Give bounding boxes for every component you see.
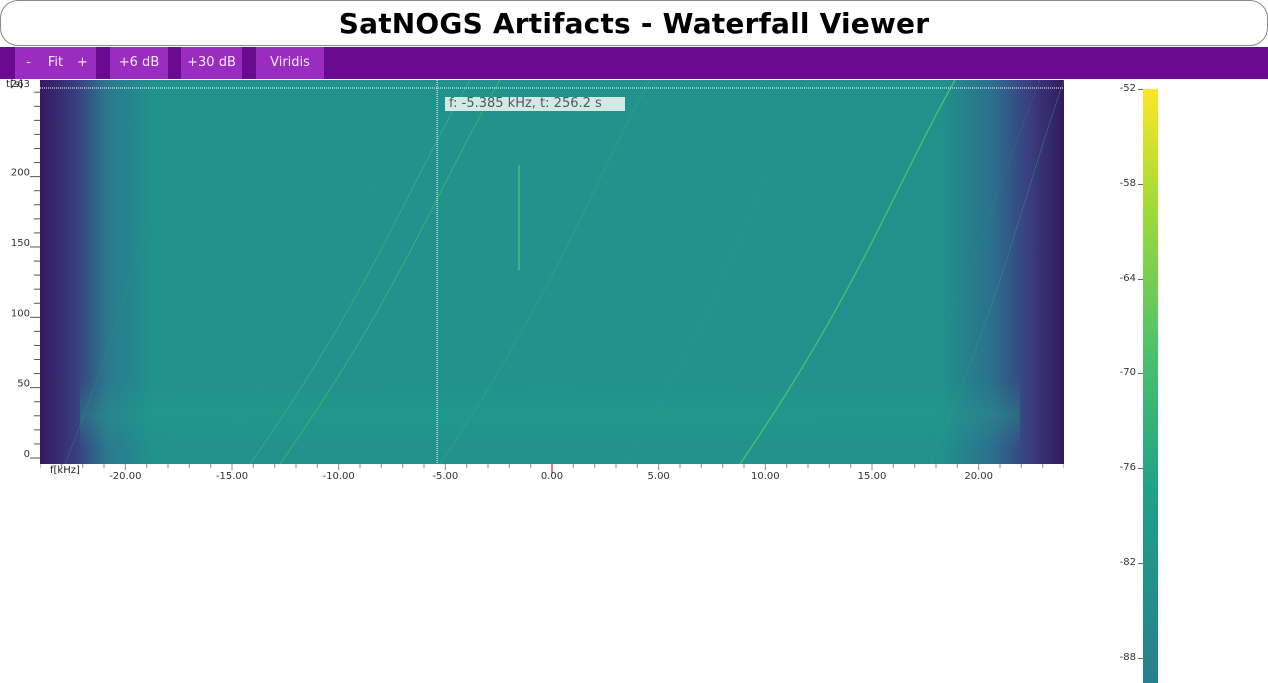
frequency-axis: -20.00 -15.00 -10.00 -5.00 0.00 5.00 10.00 15.0… bbox=[40, 464, 1064, 482]
waterfall-plot[interactable] bbox=[40, 80, 1064, 464]
time-tick-label: 150 bbox=[11, 238, 30, 249]
frequency-tick-label: 10.00 bbox=[751, 471, 780, 482]
colorbar-label: -82 bbox=[1119, 556, 1136, 568]
frequency-tick-label: -5.00 bbox=[432, 471, 458, 482]
time-tick-label: 200 bbox=[11, 168, 30, 179]
time-axis: 0 50 100 150 200 263 bbox=[11, 80, 40, 460]
colorbar-tick bbox=[1138, 468, 1143, 470]
signal-trace bbox=[679, 80, 871, 464]
colorbar-tick bbox=[1138, 183, 1143, 185]
frequency-tick-label: -15.00 bbox=[216, 471, 248, 482]
cursor-readout: f: -5.385 kHz, t: 256.2 s bbox=[445, 97, 625, 111]
time-axis-unit: t[s] bbox=[6, 79, 23, 90]
noise-band bbox=[80, 380, 1020, 450]
title-bar: SatNOGS Artifacts - Waterfall Viewer bbox=[0, 0, 1268, 46]
waterfall-canvas[interactable] bbox=[40, 80, 1064, 464]
colorbar bbox=[1143, 89, 1158, 683]
colorbar-tick bbox=[1138, 373, 1143, 375]
signal-trace bbox=[139, 80, 371, 464]
colorbar-tick bbox=[1138, 278, 1143, 280]
colorbar-label: -58 bbox=[1119, 177, 1136, 189]
frequency-tick-label: -10.00 bbox=[323, 471, 355, 482]
signal-trace bbox=[624, 80, 811, 464]
colorbar-tick bbox=[1138, 657, 1143, 659]
signal-trace bbox=[64, 80, 191, 464]
colorbar-label: -76 bbox=[1119, 462, 1136, 474]
colorbar-label: -64 bbox=[1119, 272, 1136, 284]
time-tick-label: 0 bbox=[24, 449, 30, 460]
signal-trace bbox=[739, 80, 956, 464]
signal-trace bbox=[279, 80, 501, 464]
page-title: SatNOGS Artifacts - Waterfall Viewer bbox=[338, 6, 930, 40]
colorbar-label: -88 bbox=[1119, 651, 1136, 663]
frequency-tick-label: -20.00 bbox=[109, 471, 141, 482]
zoom-in-button[interactable]: + bbox=[69, 47, 96, 79]
colormap-button[interactable]: Viridis bbox=[256, 47, 324, 79]
signal-trace bbox=[884, 80, 1041, 464]
signal-trace bbox=[209, 80, 431, 464]
zoom-out-button[interactable]: - bbox=[15, 47, 42, 79]
time-tick-label: 263 bbox=[11, 80, 30, 90]
signal-trace bbox=[339, 80, 551, 464]
frequency-tick-label: 20.00 bbox=[964, 471, 993, 482]
time-tick-label: 50 bbox=[17, 379, 30, 390]
plus-30db-button[interactable]: +30 dB bbox=[181, 47, 242, 79]
frequency-axis-unit: f[kHz] bbox=[50, 465, 80, 476]
time-tick-label: 100 bbox=[11, 308, 30, 319]
colorbar-label: -52 bbox=[1119, 83, 1136, 94]
signal-traces bbox=[64, 80, 1064, 464]
frequency-tick-label: 15.00 bbox=[858, 471, 887, 482]
toolbar: - Fit + +6 dB +30 dB Viridis bbox=[0, 47, 1268, 79]
frequency-tick-label: 5.00 bbox=[648, 471, 670, 482]
frequency-tick-label: 0.00 bbox=[541, 471, 563, 482]
colorbar-tick bbox=[1138, 89, 1143, 90]
plus-6db-button[interactable]: +6 dB bbox=[110, 47, 168, 79]
signal-trace bbox=[439, 80, 651, 464]
signal-trace bbox=[249, 80, 471, 464]
colorbar-tick bbox=[1138, 562, 1143, 564]
colorbar-label: -70 bbox=[1119, 367, 1136, 379]
fit-button[interactable]: Fit bbox=[42, 47, 69, 79]
signal-trace bbox=[929, 80, 1064, 464]
